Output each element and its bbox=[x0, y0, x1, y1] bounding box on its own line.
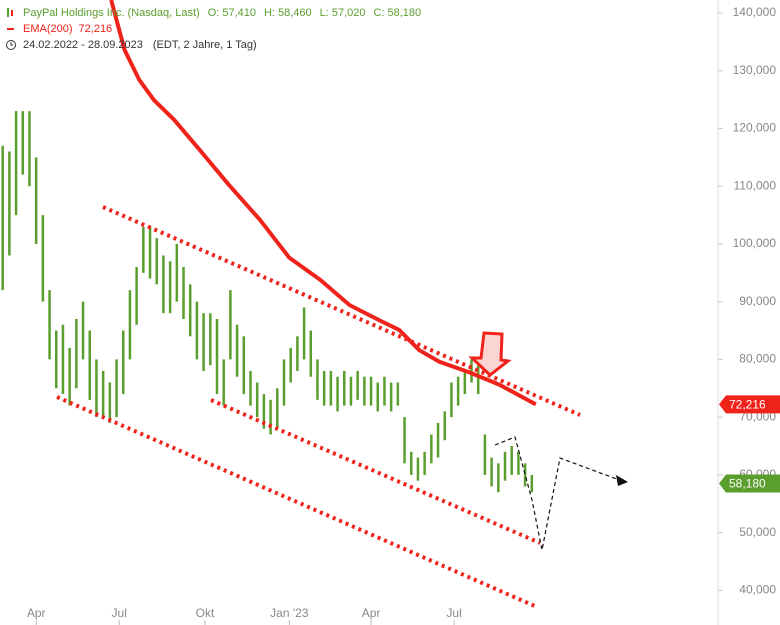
header-quote: PayPal Holdings Inc. (Nasdaq, Last) O: 57,… bbox=[23, 7, 421, 19]
legend: PayPal Holdings Inc. (Nasdaq, Last) O: 57,… bbox=[6, 7, 421, 51]
legend-icon bbox=[11, 10, 13, 16]
value-badge bbox=[719, 474, 780, 493]
x-tick-label: Jan '23 bbox=[270, 606, 309, 620]
quote-value: 57,410 bbox=[222, 7, 256, 19]
quote-value: 57,020 bbox=[332, 7, 366, 19]
y-tick-label: 50,000 bbox=[739, 525, 776, 539]
x-tick-label: Jul bbox=[112, 606, 127, 620]
quote-label: L: bbox=[320, 7, 329, 19]
quote-value: 58,180 bbox=[387, 7, 421, 19]
legend-icon bbox=[7, 8, 9, 17]
legend-label: EMA(200) bbox=[23, 23, 73, 35]
period: 24.02.2022 - 28.09.2023 (EDT, 2 Jahre, 1 … bbox=[23, 39, 257, 51]
value-badge-label: 72,216 bbox=[729, 398, 766, 412]
x-tick-label: Apr bbox=[362, 606, 381, 620]
clock-icon bbox=[10, 42, 13, 46]
quote-value: 58,460 bbox=[278, 7, 312, 19]
quote-label: H: bbox=[264, 7, 275, 19]
value-badge-label: 58,180 bbox=[729, 477, 766, 491]
plot-area bbox=[1, 0, 537, 493]
trend-line bbox=[56, 395, 538, 609]
quote-label: C: bbox=[373, 7, 384, 19]
projection-line bbox=[494, 436, 623, 551]
y-tick-label: 90,000 bbox=[739, 294, 776, 308]
instrument: PayPal Holdings Inc. (Nasdaq, Last) bbox=[23, 7, 200, 19]
clock-icon bbox=[6, 40, 16, 50]
legend-value: 72,216 bbox=[79, 23, 113, 35]
y-tick-label: 120,000 bbox=[733, 121, 777, 135]
projection-arrowhead bbox=[616, 475, 628, 486]
value-badge bbox=[719, 395, 780, 414]
x-tick-label: Apr bbox=[27, 606, 46, 620]
trend-line bbox=[102, 205, 581, 417]
period-note: (EDT, 2 Jahre, 1 Tag) bbox=[153, 39, 257, 51]
ema-line bbox=[109, 0, 537, 407]
y-tick-label: 130,000 bbox=[733, 63, 777, 77]
x-tick-label: Jul bbox=[446, 606, 461, 620]
y-tick-label: 40,000 bbox=[739, 583, 776, 597]
highlight-arrow bbox=[468, 331, 512, 377]
y-tick-label: 100,000 bbox=[733, 236, 777, 250]
y-tick-label: 140,000 bbox=[733, 5, 777, 19]
y-tick-label: 80,000 bbox=[739, 352, 776, 366]
period-range: 24.02.2022 - 28.09.2023 bbox=[23, 39, 143, 51]
x-tick-label: Okt bbox=[196, 606, 215, 620]
annotations bbox=[56, 205, 628, 609]
y-tick-label: 110,000 bbox=[734, 178, 777, 192]
quote-label: O: bbox=[208, 7, 220, 19]
legend-ema: EMA(200) 72,216 bbox=[23, 23, 112, 35]
